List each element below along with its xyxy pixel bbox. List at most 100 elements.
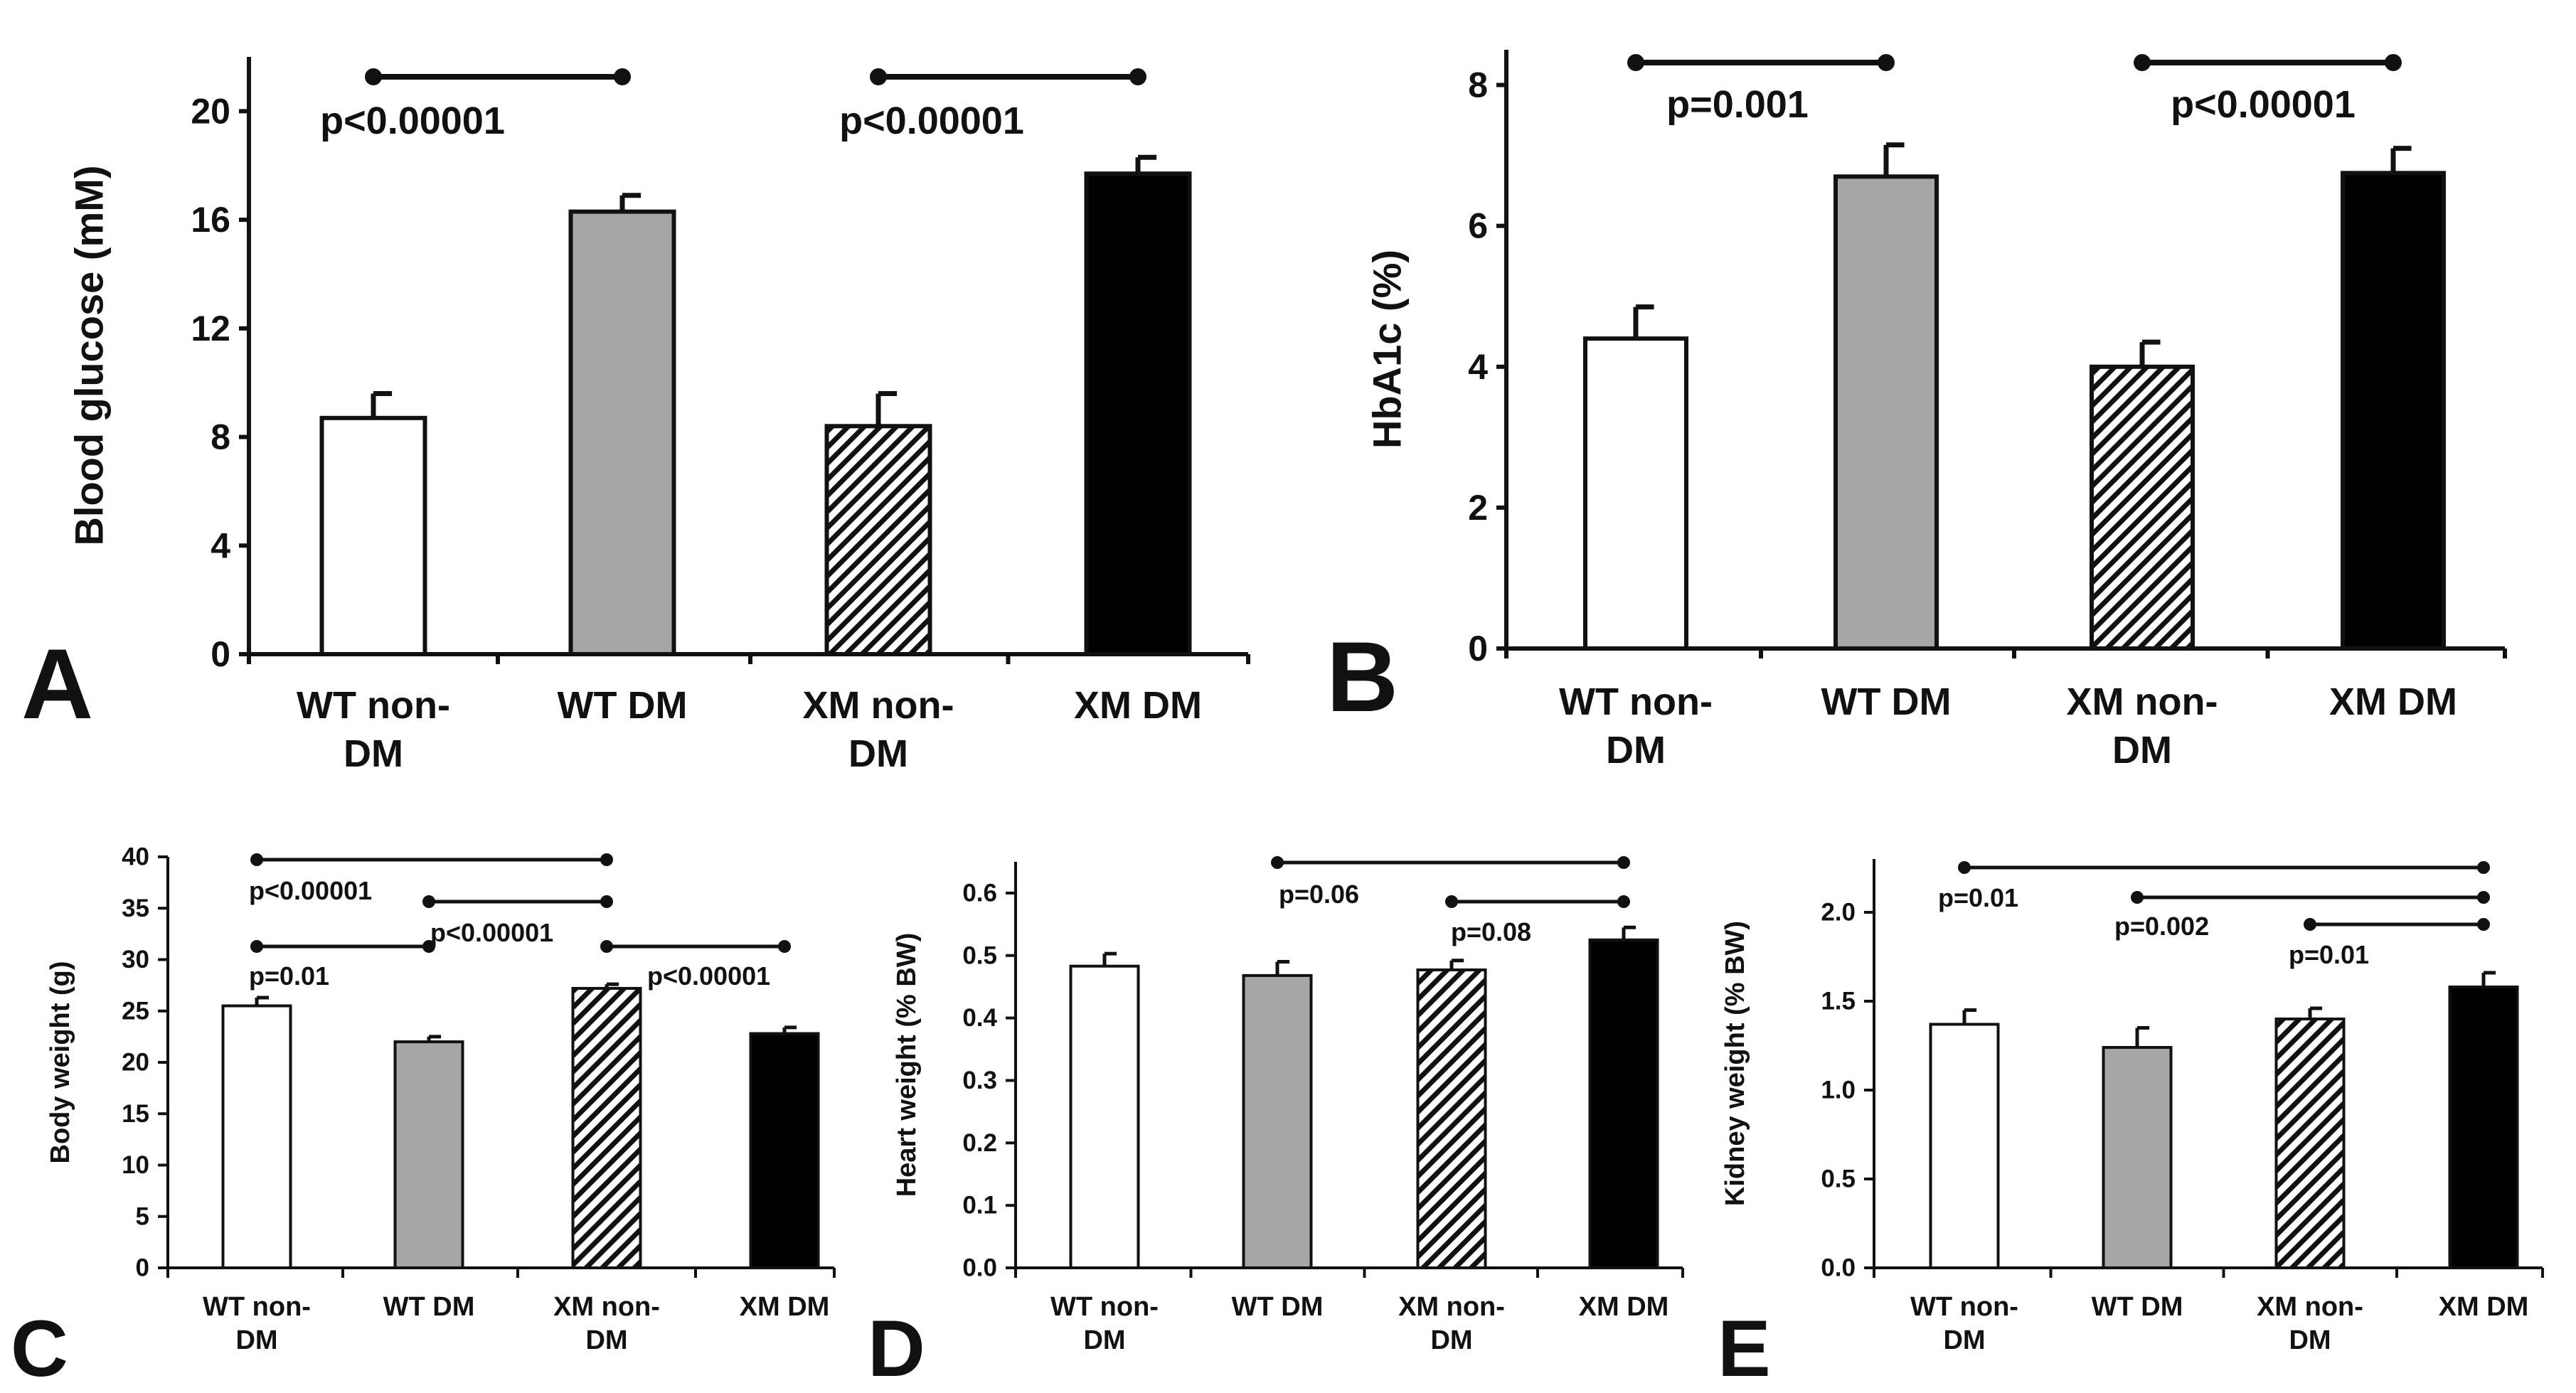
bar-xm-dm (2448, 986, 2519, 1269)
y-tick-label: 35 (122, 895, 149, 922)
panel-letter: E (1718, 1304, 1771, 1393)
category-label: DM (1430, 1325, 1472, 1355)
bar-xm-non-dm (2274, 1018, 2346, 1269)
bar-xm-dm (1588, 938, 1659, 1270)
category-label: WT non- (297, 684, 450, 727)
y-tick-label: 1.5 (1821, 988, 1856, 1015)
y-tick-label: 4 (211, 525, 230, 565)
significance-dot (250, 853, 263, 866)
category-label: WT non- (1910, 1292, 2018, 1322)
significance-dot (1271, 856, 1284, 869)
panel-d: 0.0 0.1 0.2 0.3 0.4 0.5 0.6 Heart weight (% BW)… (868, 856, 1684, 1393)
panel-letter: C (11, 1304, 68, 1393)
y-tick-label: 0.5 (1821, 1165, 1856, 1193)
category-label: WT non- (1559, 681, 1713, 723)
significance-dot (422, 895, 435, 908)
y-tick-label: 0.0 (962, 1254, 997, 1282)
y-tick-label: 0.6 (962, 879, 997, 907)
category-label: DM (235, 1325, 277, 1355)
significance-dot (365, 68, 382, 85)
p-value-label: p<0.00001 (430, 918, 553, 947)
significance-dot (1878, 54, 1895, 71)
significance-dot (250, 940, 263, 953)
panel-b: 0 2 4 6 8 HbA1c (%) WT non- DM WT DM XM non- DM XM … (1326, 50, 2507, 772)
significance-dot (422, 940, 435, 953)
p-value-label: p<0.00001 (2171, 83, 2356, 126)
y-tick-label: 20 (122, 1049, 149, 1077)
bar-xm-dm (1084, 171, 1192, 656)
significance-dot (2477, 891, 2490, 904)
y-tick-label: 0.1 (962, 1192, 997, 1219)
p-value-label: p<0.00001 (249, 876, 372, 905)
category-label: XM DM (740, 1292, 830, 1322)
category-label: DM (1606, 729, 1666, 772)
bar-wt-non-dm (1583, 336, 1688, 651)
category-label: XM DM (1074, 684, 1202, 727)
significance-dot (2134, 54, 2151, 71)
y-tick-label: 25 (122, 997, 149, 1025)
p-value-label: p<0.00001 (839, 100, 1024, 142)
bar-xm-non-dm (824, 424, 932, 656)
panel-e: 0.0 0.5 1.0 1.5 2.0 Kidney weight (% BW) WT no… (1718, 859, 2544, 1393)
p-value-label: p=0.08 (1451, 917, 1531, 946)
significance-dot (2477, 861, 2490, 874)
panel-letter: A (21, 628, 93, 740)
bar-wt-non-dm (1929, 1023, 2000, 1269)
y-tick-label: 4 (1468, 347, 1488, 387)
significance-dot (2477, 918, 2490, 931)
bar-wt-dm (568, 209, 676, 656)
y-tick-label: 0.2 (962, 1129, 997, 1157)
bar-xm-dm (749, 1032, 820, 1270)
bar-wt-dm (2102, 1046, 2173, 1269)
significance-dot (1627, 54, 1644, 71)
category-label: WT DM (558, 684, 688, 727)
category-label: DM (848, 732, 908, 775)
y-tick-label: 15 (122, 1100, 149, 1128)
y-tick-label: 40 (122, 843, 149, 871)
p-value-label: p=0.002 (2114, 912, 2209, 941)
y-tick-label: 8 (211, 417, 230, 457)
category-label: XM non- (2067, 681, 2218, 723)
y-tick-label: 2.0 (1821, 899, 1856, 927)
p-value-label: p=0.01 (1938, 883, 2018, 912)
significance-dot (1617, 895, 1630, 908)
y-axis-label: Body weight (g) (46, 961, 75, 1164)
category-label: WT DM (1821, 681, 1952, 723)
bar-xm-non-dm (1416, 968, 1487, 1270)
y-tick-label: 0 (211, 634, 230, 674)
panel-a: 0 4 8 12 16 20 Blood glucose (mM) WT non- DM WT D… (21, 57, 1250, 775)
category-label: XM DM (2439, 1292, 2529, 1322)
category-label: WT DM (2092, 1292, 2183, 1322)
y-tick-label: 0.3 (962, 1067, 997, 1094)
category-label: XM DM (2329, 681, 2457, 723)
bar-wt-dm (393, 1040, 464, 1269)
category-label: WT DM (383, 1292, 475, 1322)
y-tick-label: 0.0 (1821, 1254, 1856, 1282)
y-tick-label: 5 (136, 1202, 149, 1230)
bar-wt-dm (1833, 174, 1939, 651)
bar-wt-non-dm (319, 415, 427, 656)
significance-dot (1129, 68, 1146, 85)
y-tick-label: 0.5 (962, 941, 997, 969)
significance-dot (2304, 918, 2316, 931)
y-axis-label: Heart weight (% BW) (892, 933, 922, 1197)
category-label: WT non- (203, 1292, 311, 1322)
category-label: XM non- (553, 1292, 660, 1322)
panel-letter: D (868, 1304, 925, 1393)
category-label: DM (344, 732, 403, 775)
y-tick-label: 10 (122, 1151, 149, 1179)
panel-letter: B (1326, 621, 1398, 732)
p-value-label: p=0.06 (1279, 880, 1359, 909)
category-label: DM (2289, 1325, 2331, 1355)
y-axis-label: Kidney weight (% BW) (1720, 921, 1750, 1206)
category-label: DM (1083, 1325, 1125, 1355)
category-label: DM (2112, 729, 2172, 772)
bar-wt-dm (1242, 973, 1313, 1269)
y-tick-label: 30 (122, 946, 149, 973)
p-value-label: p<0.00001 (320, 100, 505, 142)
category-label: DM (1943, 1325, 1985, 1355)
significance-dot (1445, 895, 1458, 908)
category-label: WT non- (1050, 1292, 1159, 1322)
